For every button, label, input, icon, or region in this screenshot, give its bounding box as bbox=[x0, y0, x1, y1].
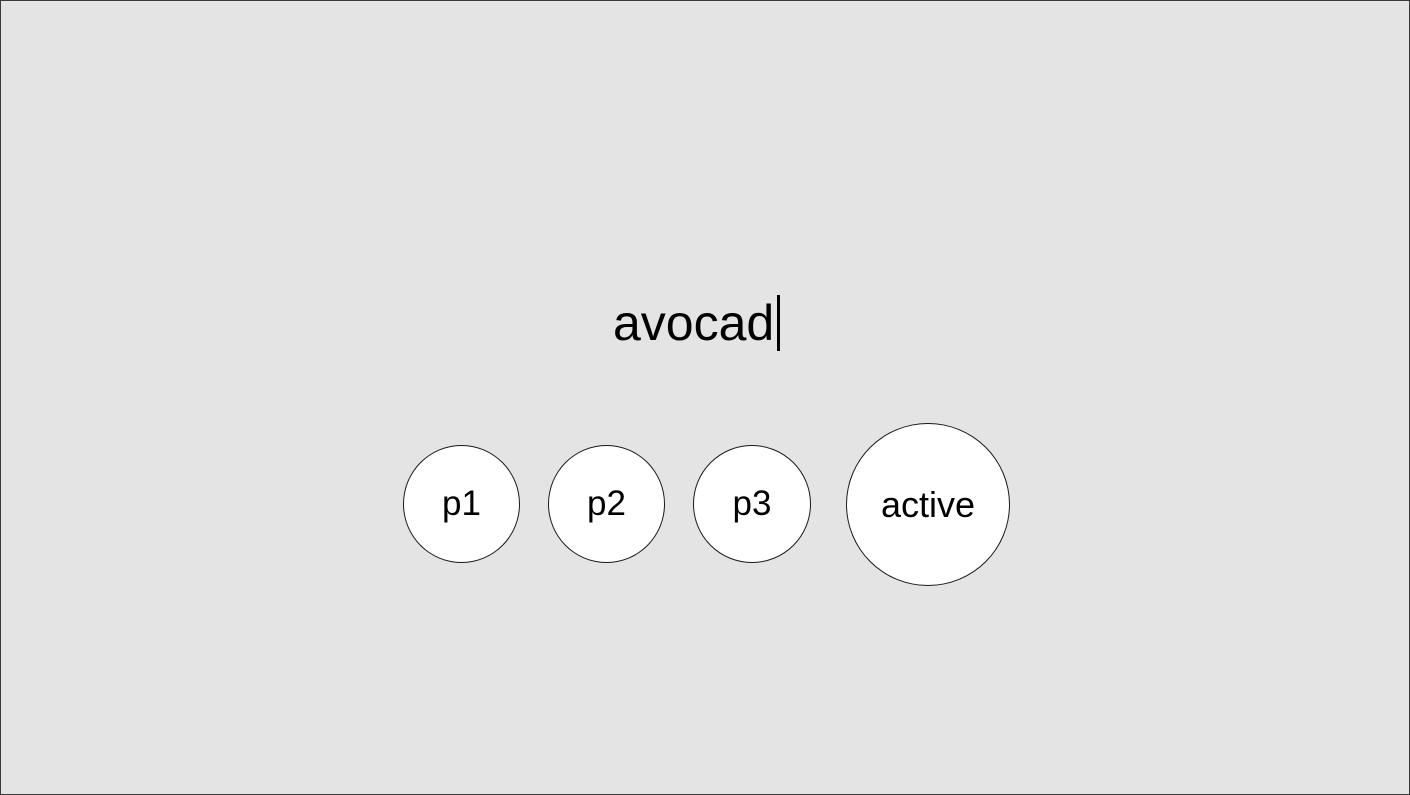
player-p1-circle[interactable]: p1 bbox=[403, 445, 520, 563]
player-p3-circle[interactable]: p3 bbox=[693, 445, 811, 563]
text-caret bbox=[777, 295, 781, 351]
player-p2-circle[interactable]: p2 bbox=[548, 445, 665, 563]
player-label: active bbox=[880, 483, 976, 525]
player-label: p2 bbox=[587, 484, 626, 523]
active-player-circle[interactable]: active bbox=[846, 423, 1010, 586]
word-input[interactable]: avocad bbox=[613, 291, 781, 355]
player-label: p3 bbox=[732, 484, 772, 523]
player-label: p1 bbox=[442, 484, 481, 523]
typed-word: avocad bbox=[613, 295, 775, 351]
